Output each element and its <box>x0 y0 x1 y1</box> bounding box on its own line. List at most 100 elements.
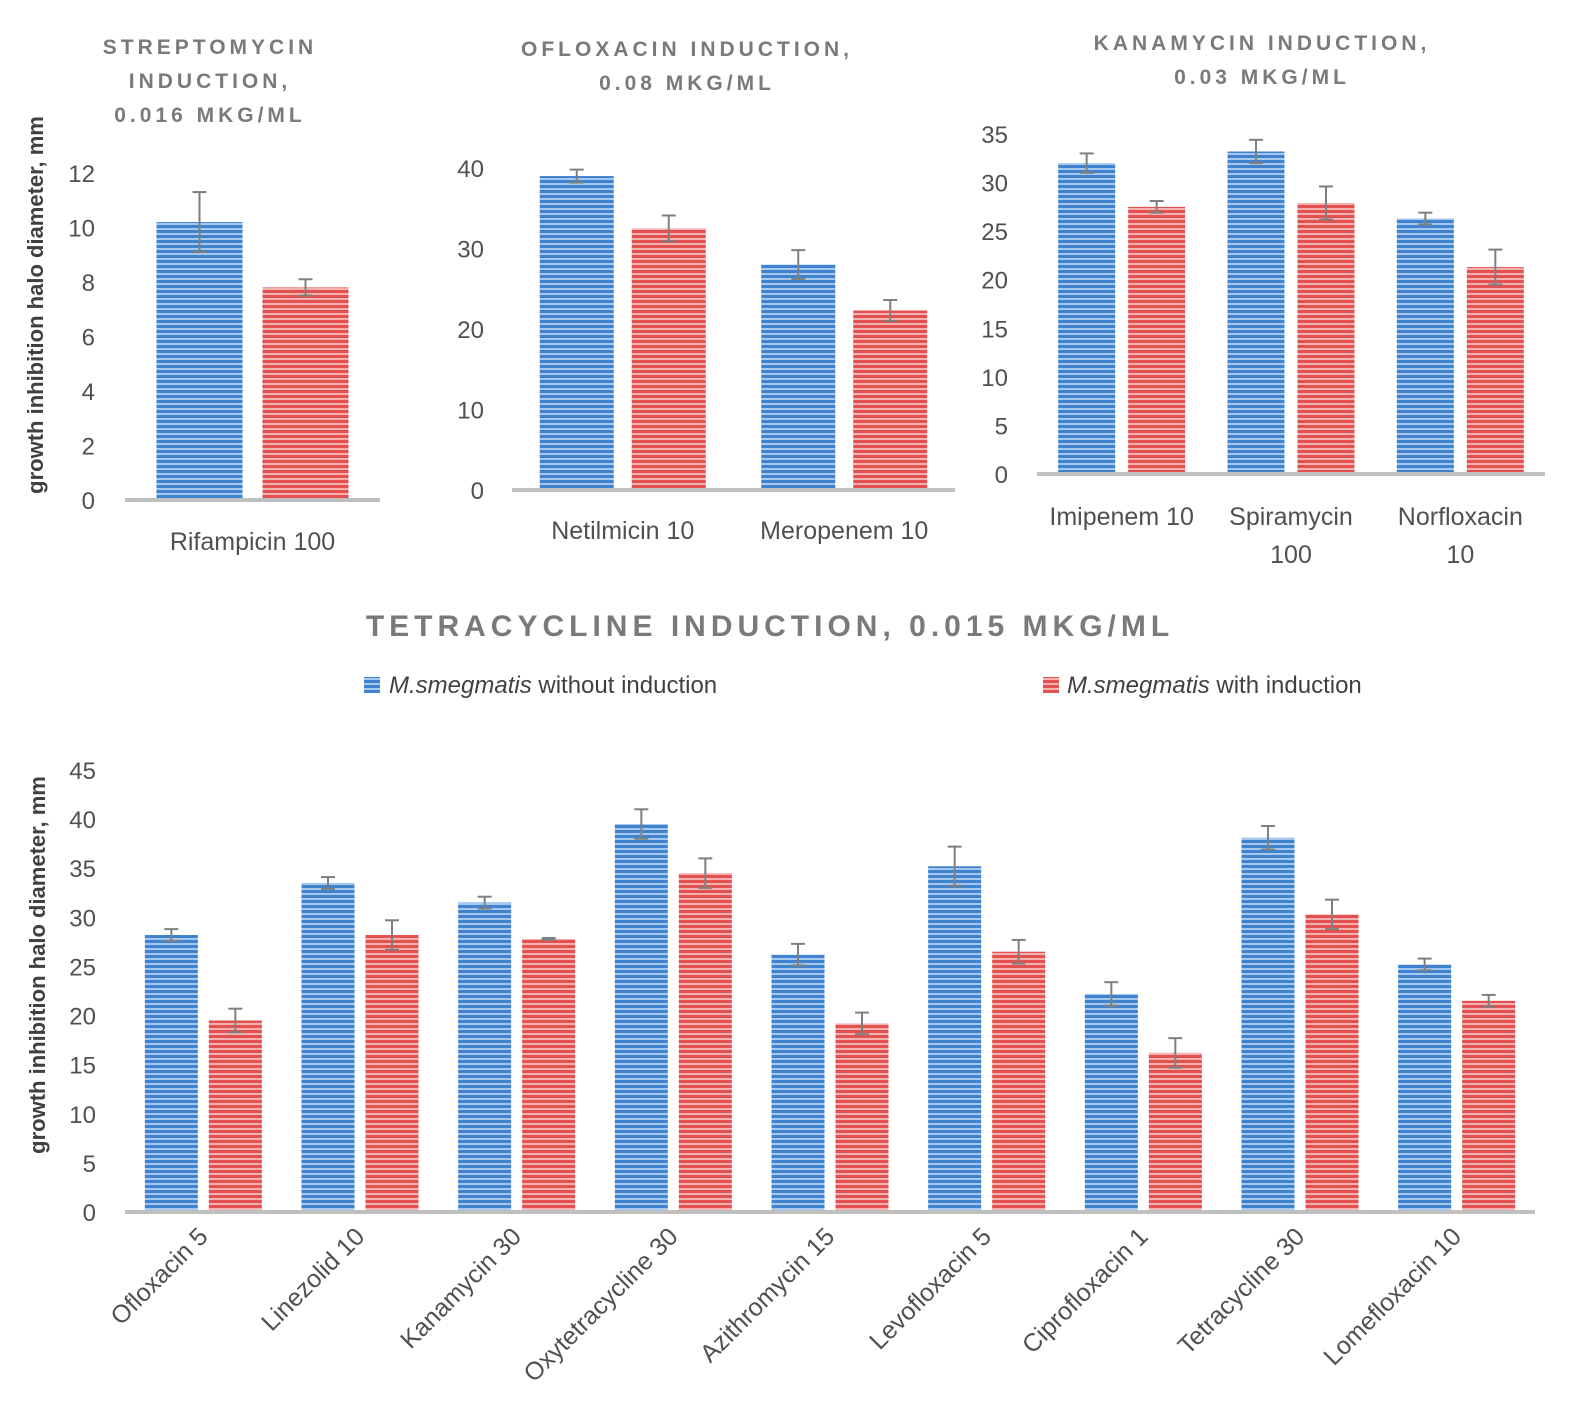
category-label: Meropenem 10 <box>760 517 928 545</box>
error-bar <box>1319 185 1333 221</box>
y-tick-label: 0 <box>82 488 95 515</box>
error-bar <box>228 1007 243 1034</box>
bar-with-induction <box>1297 202 1355 474</box>
legend-label-with: M.smegmatis with induction <box>1067 672 1362 699</box>
error-bar <box>634 808 649 840</box>
y-tick-label: 30 <box>981 171 1008 198</box>
error-bar <box>1488 248 1503 286</box>
error-bar <box>385 919 399 951</box>
chart-title-line: TETRACYCLINE INDUCTION, 0.015 MKG/ML <box>366 610 1174 643</box>
error-bar <box>164 928 179 942</box>
bar-without-induction <box>144 935 198 1212</box>
category-label: Lomefloxacin 10 <box>1318 1222 1467 1371</box>
y-tick-label: 35 <box>69 856 96 883</box>
chart-title-line: 0.03 MKG/ML <box>1174 66 1350 89</box>
bar-without-induction <box>928 866 982 1212</box>
y-tick-label: 40 <box>457 156 484 183</box>
y-tick-label: 30 <box>457 237 484 264</box>
y-tick-label: 0 <box>995 462 1008 489</box>
y-tick-label: 10 <box>457 398 484 425</box>
y-tick-label: 35 <box>981 122 1008 149</box>
y-tick-label: 10 <box>68 216 95 243</box>
error-bar <box>1481 993 1496 1008</box>
y-tick-label: 25 <box>69 954 96 981</box>
bar-with-induction <box>853 310 928 490</box>
legend-text-without: without induction <box>532 672 717 699</box>
bar-with-induction <box>1128 206 1186 474</box>
y-axis-label-bottom: growth inhibition halo diameter, mm <box>25 776 50 1154</box>
error-bar <box>698 857 713 889</box>
bar-with-induction <box>208 1020 262 1212</box>
bar-with-induction <box>835 1023 889 1212</box>
error-bar <box>1011 938 1026 965</box>
y-tick-label: 6 <box>82 325 95 352</box>
error-bar <box>855 1011 869 1036</box>
error-bar <box>1104 981 1119 1007</box>
category-label: Norfloxacin <box>1398 503 1523 531</box>
error-bar <box>1149 200 1164 214</box>
bar-with-induction <box>522 938 576 1212</box>
legend-label-without: M.smegmatis without induction <box>389 672 717 699</box>
y-tick-label: 4 <box>82 379 95 406</box>
category-label: Linezolid 10 <box>256 1222 370 1336</box>
bar-with-induction <box>1148 1052 1202 1212</box>
category-label: Kanamycin 30 <box>395 1222 527 1354</box>
chart-title-line: 0.016 MKG/ML <box>114 104 306 127</box>
bar-without-induction <box>539 176 614 491</box>
bar-with-induction <box>992 951 1046 1212</box>
error-bar <box>569 168 584 184</box>
y-tick-label: 30 <box>69 905 96 932</box>
y-tick-label: 0 <box>471 478 484 505</box>
y-tick-label: 10 <box>981 365 1008 392</box>
category-label: Tetracycline 30 <box>1173 1222 1311 1360</box>
bar-without-induction <box>771 954 825 1212</box>
chart-title-line: STREPTOMYCIN <box>103 36 317 59</box>
y-tick-label: 20 <box>69 1004 96 1031</box>
chart-title-line: KANAMYCIN INDUCTION, <box>1094 32 1431 55</box>
y-tick-label: 12 <box>68 161 95 188</box>
error-bar <box>1079 152 1094 174</box>
y-tick-label: 0 <box>83 1200 96 1227</box>
error-bar <box>541 936 556 941</box>
bar-without-induction <box>1227 151 1285 474</box>
chart-title-line: INDUCTION, <box>129 70 292 93</box>
y-axis-label-top: growth inhibition halo diameter, mm <box>23 116 48 494</box>
category-label: Spiramycin <box>1229 503 1353 531</box>
error-bar <box>1325 898 1339 931</box>
bar-without-induction <box>761 264 836 490</box>
category-label: Rifampicin 100 <box>170 528 335 556</box>
error-bar <box>321 876 335 890</box>
chart-streptomycin: STREPTOMYCIN INDUCTION, 0.016 MKG/ML 0 2 4 6 8 1… <box>68 36 380 556</box>
error-bar <box>192 191 207 254</box>
error-bar <box>661 214 676 243</box>
error-bar <box>883 299 898 322</box>
category-label: Ciprofloxacin 1 <box>1017 1222 1154 1359</box>
y-tick-label: 8 <box>82 270 95 297</box>
bar-without-induction <box>614 824 668 1212</box>
category-label: Ofloxacin 5 <box>105 1222 213 1330</box>
category-label: 100 <box>1270 541 1312 569</box>
bar-with-induction <box>1462 1000 1516 1212</box>
bar-without-induction <box>301 882 355 1212</box>
bar-without-induction <box>1058 163 1116 474</box>
legend-swatch-with <box>1043 677 1059 693</box>
error-bar <box>791 942 805 967</box>
legend-species-without: M.smegmatis <box>389 672 532 699</box>
category-label: Levofloxacin 5 <box>864 1222 997 1355</box>
bar-with-induction <box>1305 914 1359 1212</box>
category-label: Oxytetracycline 30 <box>518 1222 683 1387</box>
chart-title-line: 0.08 MKG/ML <box>599 72 775 95</box>
bar-without-induction <box>1084 993 1138 1212</box>
bar-with-induction <box>262 287 349 500</box>
category-label: Netilmicin 10 <box>551 517 694 545</box>
y-tick-label: 20 <box>457 317 484 344</box>
error-bar <box>1417 957 1432 972</box>
error-bar <box>477 895 492 910</box>
error-bar <box>1249 138 1263 165</box>
bar-with-induction <box>365 935 419 1212</box>
error-bar <box>791 249 806 281</box>
chart-ofloxacin: OFLOXACIN INDUCTION, 0.08 MKG/ML 0 10 20 30 40… <box>457 38 955 545</box>
legend-species-with: M.smegmatis <box>1067 672 1210 699</box>
bar-with-induction <box>1466 267 1524 474</box>
